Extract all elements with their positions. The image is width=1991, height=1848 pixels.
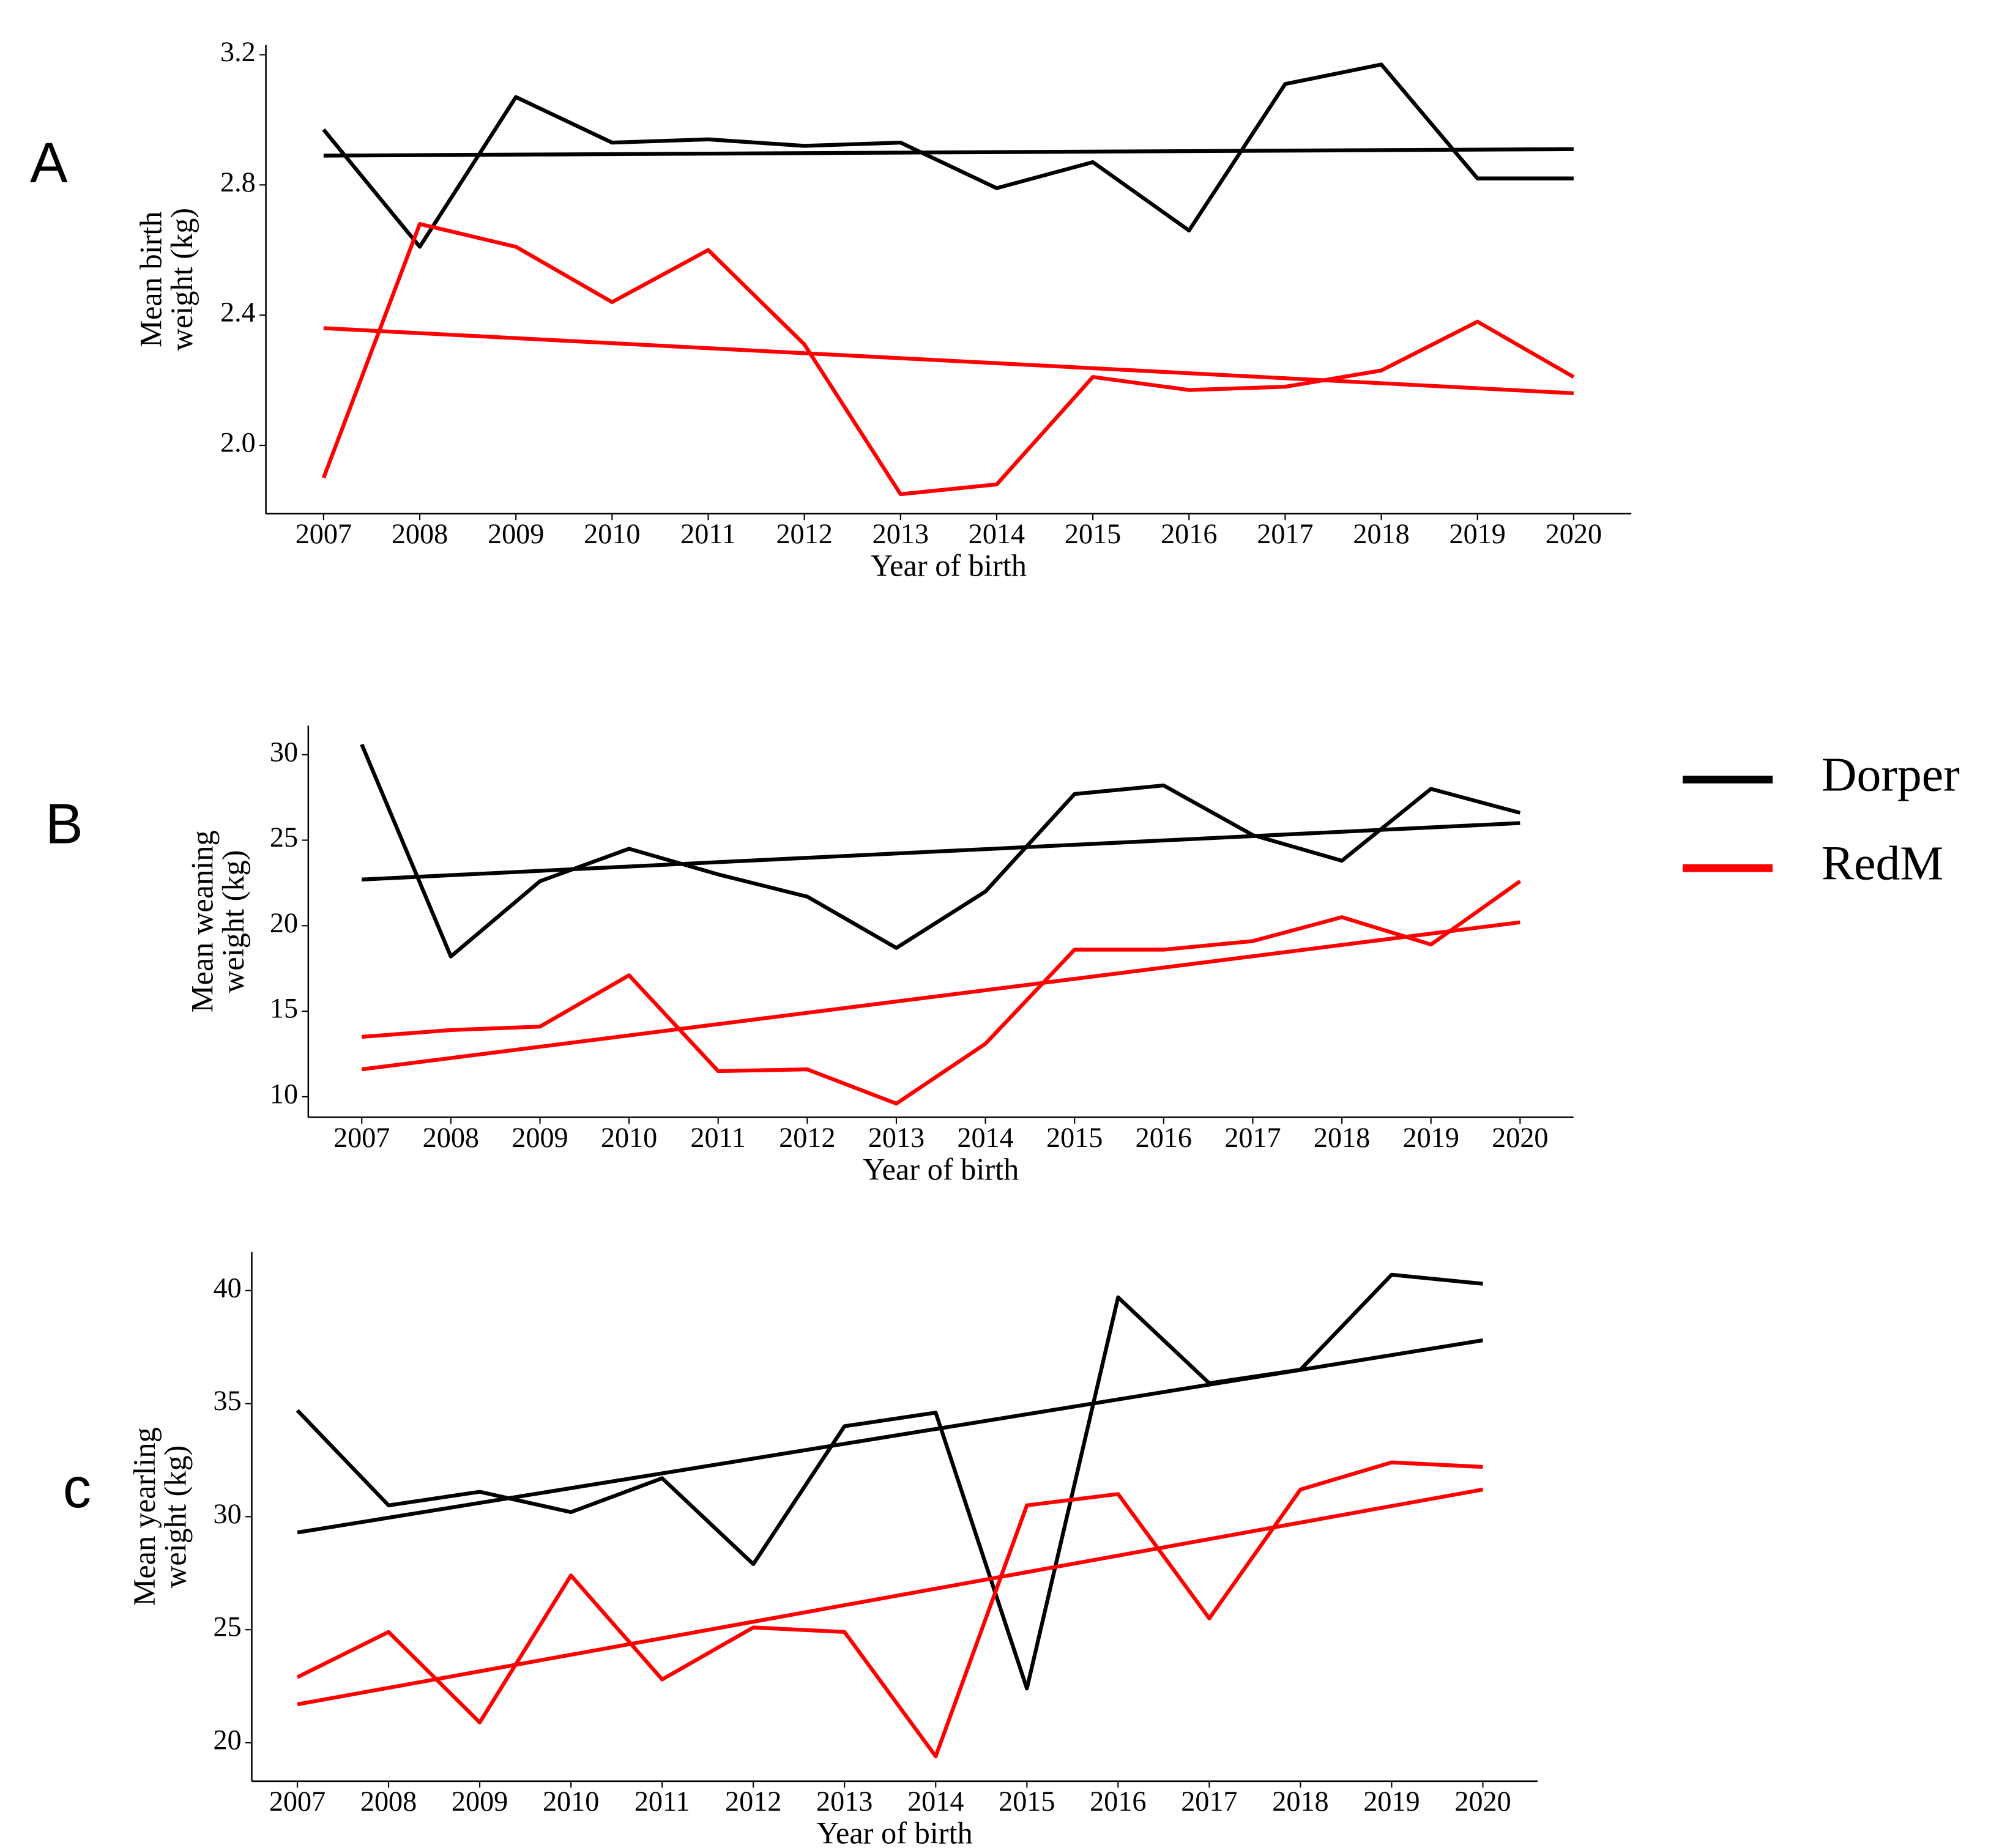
x-tick-label: 2013 [816, 1786, 873, 1817]
y-tick-label: 25 [270, 822, 298, 853]
x-tick-label: 2019 [1403, 1122, 1459, 1153]
x-tick-label: 2015 [999, 1786, 1055, 1817]
data-line [361, 880, 1522, 1106]
y-axis-title: Mean weaning [185, 830, 219, 1012]
data-line [321, 222, 1575, 496]
y-axis-title: Mean yearling [127, 1427, 162, 1606]
x-tick-label: 2008 [423, 1122, 479, 1153]
y-tick-label: 20 [270, 907, 298, 938]
x-tick-label: 2011 [680, 518, 736, 549]
x-axis-title: Year of birth [863, 1152, 1019, 1186]
y-tick-label: 2.4 [220, 297, 256, 328]
x-tick-label: 2010 [601, 1122, 657, 1153]
x-tick-label: 2020 [1454, 1786, 1511, 1817]
x-tick-label: 2012 [779, 1122, 835, 1153]
x-tick-label: 2015 [1065, 518, 1121, 549]
trend-line [323, 147, 1574, 158]
y-tick-label: 35 [214, 1385, 242, 1416]
x-tick-label: 2010 [543, 1786, 599, 1817]
x-axis-title: Year of birth [817, 1816, 973, 1848]
y-tick-label: 30 [214, 1498, 242, 1529]
trend-line [361, 920, 1520, 1072]
x-tick-label: 2016 [1136, 1122, 1192, 1153]
x-tick-label: 2015 [1046, 1122, 1103, 1153]
x-tick-label: 2008 [360, 1786, 417, 1817]
panel-label: B [45, 792, 83, 856]
x-tick-label: 2018 [1272, 1786, 1328, 1817]
x-tick-label: 2012 [725, 1786, 781, 1817]
panel-label: A [30, 130, 68, 194]
y-tick-label: 40 [214, 1272, 242, 1303]
y-tick-label: 30 [270, 736, 298, 767]
x-tick-label: 2008 [392, 518, 448, 549]
y-axis-title: Mean birth [133, 211, 168, 347]
y-tick-label: 15 [270, 993, 298, 1024]
x-tick-label: 2019 [1450, 518, 1506, 549]
x-tick-label: 2013 [868, 1122, 925, 1153]
x-tick-label: 2020 [1546, 518, 1602, 549]
x-tick-label: 2013 [873, 518, 929, 549]
x-tick-label: 2018 [1314, 1122, 1370, 1153]
y-tick-label: 25 [214, 1611, 242, 1642]
y-axis-title: weight (kg) [158, 1445, 192, 1589]
x-tick-label: 2009 [512, 1122, 568, 1153]
x-tick-label: 2017 [1257, 518, 1313, 549]
x-tick-label: 2011 [635, 1786, 690, 1817]
x-tick-label: 2009 [488, 518, 544, 549]
x-tick-label: 2014 [907, 1786, 964, 1817]
x-tick-label: 2014 [969, 518, 1025, 549]
data-line [360, 743, 1521, 959]
trend-line [323, 326, 1574, 396]
y-tick-label: 2.8 [220, 166, 256, 198]
y-tick-label: 3.2 [220, 36, 256, 67]
x-tick-label: 2017 [1181, 1786, 1237, 1817]
y-tick-label: 2.0 [220, 427, 256, 458]
y-tick-label: 10 [270, 1078, 298, 1109]
x-tick-label: 2012 [776, 518, 832, 549]
y-axis-title: weight (kg) [165, 208, 199, 351]
x-tick-label: 2016 [1090, 1786, 1146, 1817]
x-tick-label: 2011 [690, 1122, 746, 1153]
x-tick-label: 2020 [1492, 1122, 1548, 1153]
data-line [322, 62, 1574, 249]
trend-line [362, 821, 1520, 881]
y-axis-title: weight (kg) [216, 850, 250, 993]
data-line [296, 1272, 1483, 1691]
x-tick-label: 2017 [1224, 1122, 1281, 1153]
x-axis-title: Year of birth [871, 549, 1027, 583]
legend-label: RedM [1822, 836, 1943, 890]
x-tick-label: 2010 [584, 518, 640, 549]
trend-line [297, 1487, 1484, 1707]
y-tick-label: 20 [214, 1724, 242, 1756]
x-tick-label: 2016 [1161, 518, 1217, 549]
panel-label: c [63, 1456, 91, 1520]
x-tick-label: 2007 [333, 1122, 390, 1153]
x-tick-label: 2007 [296, 518, 352, 549]
x-tick-label: 2014 [957, 1122, 1013, 1153]
data-line [296, 1460, 1483, 1759]
x-tick-label: 2009 [452, 1786, 508, 1817]
legend-label: Dorper [1822, 748, 1960, 802]
x-tick-label: 2018 [1353, 518, 1409, 549]
x-tick-label: 2019 [1363, 1786, 1420, 1817]
x-tick-label: 2007 [269, 1786, 326, 1817]
